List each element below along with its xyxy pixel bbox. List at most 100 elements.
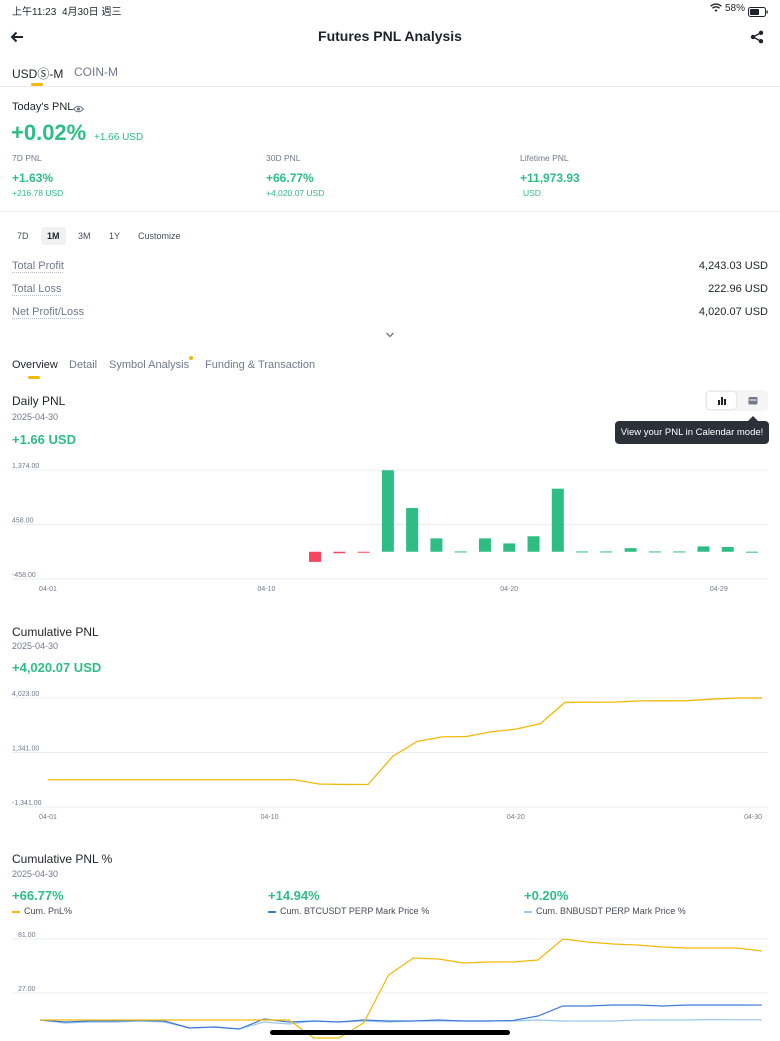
tab-usds-m[interactable]: USDⓈ-M — [12, 67, 64, 81]
status-time: 上午11:23 — [12, 7, 57, 18]
x-tick-label: 04-01 — [39, 814, 57, 821]
legend-value-pnl: +66.77% — [12, 888, 64, 903]
y-tick-label: -458.00 — [12, 572, 36, 579]
x-tick-label: 04-20 — [500, 586, 518, 593]
todays-pnl-percent: +0.02% — [11, 120, 87, 145]
daily-pnl-value: +1.66 USD — [12, 432, 76, 447]
tab-symbol-analysis[interactable]: Symbol Analysis — [109, 359, 190, 371]
bar — [576, 551, 589, 553]
tab-coin-m[interactable]: COIN-M — [74, 65, 118, 79]
total-loss-label: Total Loss — [12, 283, 62, 295]
legend-label-btc: Cum. BTCUSDT PERP Mark Price % — [280, 906, 430, 916]
x-tick-label: 04-20 — [507, 814, 525, 821]
bar — [381, 470, 394, 552]
divider — [0, 86, 780, 87]
total-profit-label: Total Profit — [12, 260, 64, 272]
cumulative-pnl-value: +4,020.07 USD — [12, 660, 102, 675]
bar — [551, 488, 564, 552]
pnl-lifetime-label: Lifetime PNL — [520, 153, 569, 163]
series-line — [40, 938, 763, 1039]
eye-icon[interactable] — [72, 101, 85, 119]
bar — [527, 536, 540, 552]
y-tick-label: 1,374.00 — [12, 463, 39, 470]
bar — [721, 546, 734, 552]
bar — [600, 551, 613, 553]
status-date: 4月30日 週三 — [62, 7, 122, 18]
back-arrow-icon[interactable] — [10, 30, 24, 49]
battery-icon — [748, 4, 768, 22]
x-tick-label: 04-30 — [744, 814, 762, 821]
bar — [309, 551, 322, 562]
cumulative-pnl-title: Cumulative PNL — [12, 625, 99, 639]
period-7d[interactable]: 7D — [17, 231, 29, 241]
x-tick-label: 04-29 — [710, 586, 728, 593]
net-profit-loss-value: 4,020.07 USD — [698, 306, 768, 318]
page-title: Futures PNL Analysis — [318, 28, 462, 44]
todays-pnl-label: Today's PNL — [12, 101, 74, 113]
bar — [333, 551, 346, 554]
bar — [430, 538, 443, 552]
bar — [503, 543, 516, 552]
bar — [697, 546, 710, 552]
pnl-7d-value: +1.63% — [12, 171, 54, 185]
x-tick-label: 04-01 — [39, 586, 57, 593]
todays-pnl-usd: +1.66 USD — [94, 132, 144, 143]
tab-underline — [28, 376, 40, 379]
notification-dot — [189, 356, 193, 360]
daily-pnl-title: Daily PNL — [12, 394, 66, 408]
tab-overview[interactable]: Overview — [12, 359, 58, 371]
tooltip-arrow — [748, 416, 758, 421]
pnl-7d-usd: +216.78 USD — [12, 188, 64, 198]
pnl-lifetime-usd: USD — [523, 188, 541, 198]
cumulative-pnl-line — [48, 697, 762, 786]
tab-detail[interactable]: Detail — [69, 359, 98, 371]
y-tick-label: -1,341.00 — [12, 800, 42, 807]
tab-funding-transaction[interactable]: Funding & Transaction — [205, 359, 316, 371]
cumulative-pnl-chart: 4,023.00 1,341.00 -1,341.00 04-01 04-10 04-20… — [12, 691, 768, 821]
calendar-icon[interactable] — [739, 392, 766, 409]
chevron-down-icon[interactable] — [385, 326, 395, 344]
pnl-30d-usd: +4,020.07 USD — [266, 188, 325, 198]
total-loss-value: 222.96 USD — [708, 283, 768, 295]
divider — [0, 211, 780, 212]
y-tick-label: 81.00 — [18, 932, 36, 939]
legend-swatch — [524, 911, 532, 913]
legend-label-pnl: Cum. PnL% — [24, 906, 73, 916]
cumulative-pnl-pct-date: 2025-04-30 — [12, 869, 59, 879]
period-1y[interactable]: 1Y — [109, 231, 121, 241]
period-3m[interactable]: 3M — [78, 231, 91, 241]
y-tick-label: 458.00 — [12, 518, 34, 525]
bar — [648, 551, 661, 553]
cumulative-pnl-date: 2025-04-30 — [12, 641, 59, 651]
home-indicator — [270, 1030, 510, 1035]
tab-underline — [31, 83, 43, 86]
bar — [406, 508, 419, 552]
calendar-mode-tooltip: View your PNL in Calendar mode! — [615, 421, 769, 444]
y-tick-label: 27.00 — [18, 986, 36, 993]
bar — [624, 548, 637, 552]
view-toggle — [705, 390, 768, 411]
net-profit-loss-label: Net Profit/Loss — [12, 306, 85, 318]
daily-pnl-date: 2025-04-30 — [12, 412, 59, 422]
period-customize[interactable]: Customize — [138, 231, 181, 241]
battery-percent: 58% — [724, 3, 745, 14]
pnl-30d-label: 30D PNL — [266, 153, 301, 163]
series-line — [39, 1004, 763, 1030]
x-tick-label: 04-10 — [258, 586, 276, 593]
cumulative-pnl-pct-title: Cumulative PNL % — [12, 852, 113, 866]
total-profit-value: 4,243.03 USD — [698, 260, 768, 272]
legend-swatch — [268, 911, 276, 913]
wifi-icon — [710, 3, 722, 16]
legend-value-bnb: +0.20% — [524, 888, 569, 903]
cumulative-pnl-pct-chart: 81.00 27.00 — [12, 932, 768, 1039]
bar — [478, 538, 491, 552]
period-1m[interactable]: 1M — [41, 227, 66, 245]
y-tick-label: 1,341.00 — [12, 746, 39, 753]
bar-chart-icon[interactable] — [707, 392, 736, 409]
legend-label-bnb: Cum. BNBUSDT PERP Mark Price % — [536, 906, 686, 916]
share-icon[interactable] — [750, 30, 764, 49]
x-tick-label: 04-10 — [261, 814, 279, 821]
y-tick-label: 4,023.00 — [12, 691, 39, 698]
legend-value-btc: +14.94% — [268, 888, 320, 903]
